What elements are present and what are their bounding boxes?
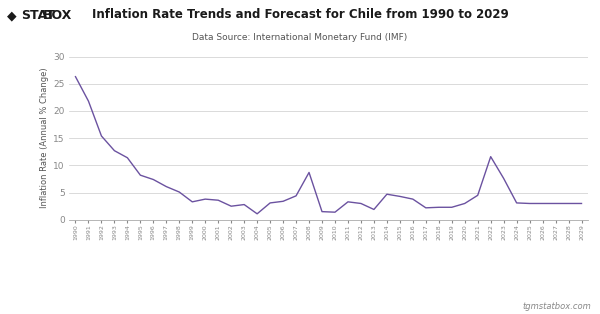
Text: BOX: BOX	[43, 9, 73, 22]
Text: Data Source: International Monetary Fund (IMF): Data Source: International Monetary Fund…	[193, 33, 407, 42]
Text: tgmstatbox.com: tgmstatbox.com	[522, 302, 591, 311]
Y-axis label: Inflation Rate (Annual % Change): Inflation Rate (Annual % Change)	[40, 68, 49, 208]
Text: STAT: STAT	[21, 9, 55, 22]
Text: ◆: ◆	[7, 9, 17, 22]
Text: Inflation Rate Trends and Forecast for Chile from 1990 to 2029: Inflation Rate Trends and Forecast for C…	[92, 8, 508, 21]
